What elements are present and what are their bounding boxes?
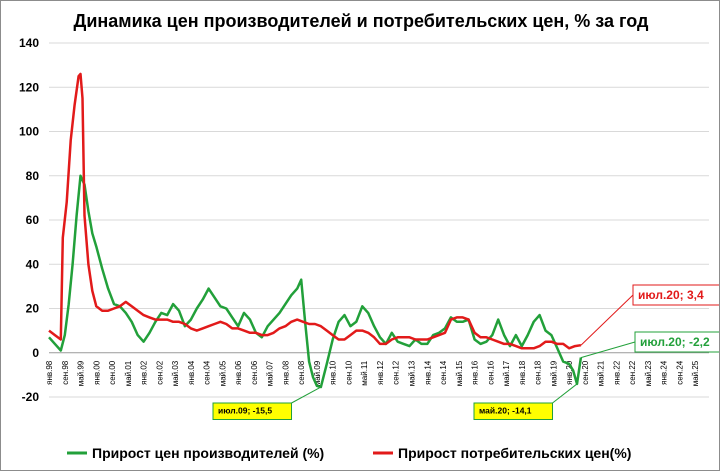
legend-label: Прирост потребительских цен(%) (398, 445, 631, 461)
annotation-label: июл.20; 3,4 (638, 288, 704, 302)
x-tick-label: сен.14 (439, 360, 448, 385)
x-tick-label: май.03 (171, 360, 180, 386)
x-tick-label: сен.02 (155, 360, 164, 385)
x-tick-label: янв.10 (329, 360, 338, 385)
x-tick-label: янв.18 (518, 360, 527, 385)
x-tick-label: сен.20 (581, 360, 590, 385)
x-tick-label: сен.98 (61, 360, 70, 385)
x-tick-label: сен.12 (392, 360, 401, 385)
x-tick-label: май.15 (455, 360, 464, 386)
annotation-label: июл.20; -2,2 (640, 335, 710, 349)
x-tick-label: май.11 (360, 360, 369, 385)
series-line-producer-prices (48, 174, 583, 389)
y-tick-label: 20 (26, 302, 40, 316)
annotation-leader (580, 341, 636, 359)
series-line-consumer-prices (48, 72, 582, 350)
y-tick-label: 100 (19, 125, 39, 139)
x-tick-label: сен.24 (675, 360, 684, 385)
x-tick-label: май.21 (597, 360, 606, 386)
annotation-box (634, 331, 719, 353)
x-axis: янв.98 сен.98 май.99 янв.00 сен.00 май.01 янв.… (45, 360, 700, 386)
annotation-leader (552, 383, 578, 404)
annotation-box (473, 402, 554, 420)
x-tick-label: янв.12 (376, 360, 385, 385)
x-tick-label: май.01 (124, 360, 133, 386)
annotation-leader (291, 386, 322, 404)
x-tick-label: сен.08 (297, 360, 306, 385)
annotation-label: май.20; -14,1 (479, 406, 532, 416)
x-tick-label: сен.22 (628, 360, 637, 385)
grid (49, 42, 709, 398)
x-tick-label: май.09 (313, 360, 322, 386)
x-tick-label: сен.04 (203, 360, 212, 385)
x-tick-label: янв.24 (660, 360, 669, 385)
x-tick-label: сен.10 (344, 360, 353, 385)
annotations: июл.09; -15,5 май.20; -14,1 июл.20; 3,4 июл… (212, 284, 719, 420)
y-tick-label: 140 (19, 36, 39, 50)
x-tick-label: янв.98 (45, 360, 54, 385)
x-tick-label: сен.06 (250, 360, 259, 385)
legend: Прирост цен производителей (%) Прирост по… (67, 445, 631, 461)
x-tick-label: янв.04 (187, 360, 196, 385)
x-tick-label: янв.20 (565, 360, 574, 385)
x-tick-label: сен.16 (486, 360, 495, 385)
x-tick-label: янв.14 (423, 360, 432, 385)
y-tick-label: 60 (26, 213, 40, 227)
y-tick-label: 0 (32, 346, 39, 360)
annotation-box (212, 402, 293, 420)
y-tick-label: 80 (26, 169, 40, 183)
x-tick-label: янв.06 (234, 360, 243, 385)
x-tick-label: янв.02 (140, 360, 149, 385)
x-tick-label: май.05 (218, 360, 227, 386)
x-tick-label: май.13 (408, 360, 417, 386)
x-tick-label: май.25 (691, 360, 700, 386)
y-tick-label: 120 (19, 80, 39, 94)
x-tick-label: янв.08 (281, 360, 290, 385)
y-axis: -20 0 20 40 60 80 100 120 140 (19, 36, 39, 404)
x-tick-label: май.23 (644, 360, 653, 386)
x-tick-label: май.07 (266, 360, 275, 386)
x-tick-label: янв.00 (92, 360, 101, 385)
annotation-box (632, 284, 719, 306)
chart-title: Динамика цен производителей и потребител… (74, 11, 650, 31)
x-tick-label: май.17 (502, 360, 511, 386)
y-tick-label: 40 (26, 257, 40, 271)
annotation-label: июл.09; -15,5 (218, 406, 272, 416)
y-tick-label: -20 (22, 390, 40, 404)
x-tick-label: янв.16 (471, 360, 480, 385)
x-tick-label: сен.00 (108, 360, 117, 385)
series-lines (48, 72, 583, 389)
x-tick-label: май.19 (549, 360, 558, 386)
x-tick-label: май.99 (77, 360, 86, 386)
legend-label: Прирост цен производителей (%) (92, 445, 324, 461)
x-tick-label: сен.18 (534, 360, 543, 385)
x-tick-label: янв.22 (612, 360, 621, 385)
annotation-leader (580, 294, 634, 346)
